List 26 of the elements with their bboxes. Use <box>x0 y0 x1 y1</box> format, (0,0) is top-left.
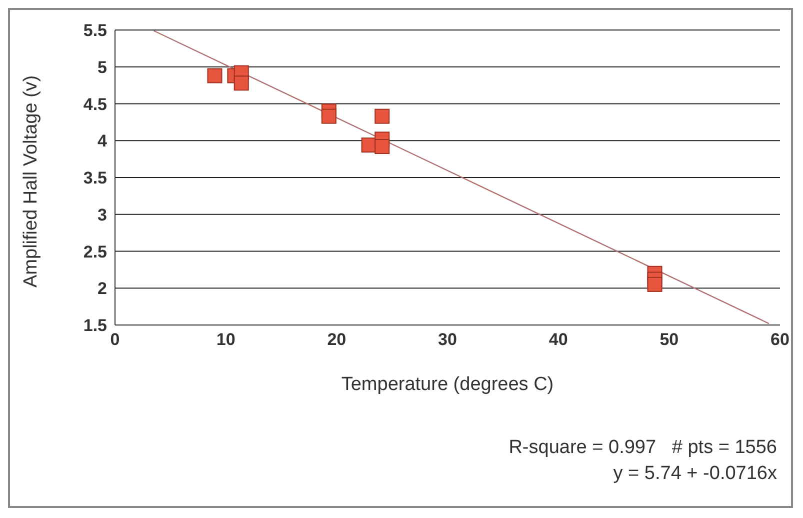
point <box>647 276 662 292</box>
y-tick-label: 3 <box>98 205 107 224</box>
point <box>234 76 249 91</box>
x-tick-label: 30 <box>438 330 457 350</box>
y-tick-label: 3.5 <box>83 168 107 188</box>
x-axis-title: Temperature (degrees C) <box>341 374 554 395</box>
y-axis-title: Amplified Hall Voltage (v) <box>20 75 42 288</box>
point <box>374 108 390 124</box>
y-tick-label: 2.5 <box>83 242 107 262</box>
point <box>207 68 222 84</box>
x-tick-label: 0 <box>110 330 120 350</box>
point <box>321 108 336 124</box>
y-tick-label: 1.5 <box>83 316 107 336</box>
y-tick-label: 4 <box>98 132 108 151</box>
y-tick-label: 5.5 <box>83 21 107 40</box>
x-tick-label: 40 <box>548 330 568 350</box>
x-tick-label: 60 <box>770 330 790 350</box>
x-tick-label: 10 <box>216 330 236 350</box>
y-tick-label: 5 <box>98 58 107 77</box>
x-tick-label: 20 <box>327 330 346 350</box>
y-tick-label: 2 <box>98 279 107 298</box>
point <box>374 139 390 154</box>
y-tick-label: 4.5 <box>83 94 107 114</box>
text: y = 5.74 + -0.0716x <box>612 462 777 486</box>
text: R-square = 0.997 # pts = 1556 <box>508 436 777 460</box>
x-tick-label: 50 <box>660 330 679 350</box>
